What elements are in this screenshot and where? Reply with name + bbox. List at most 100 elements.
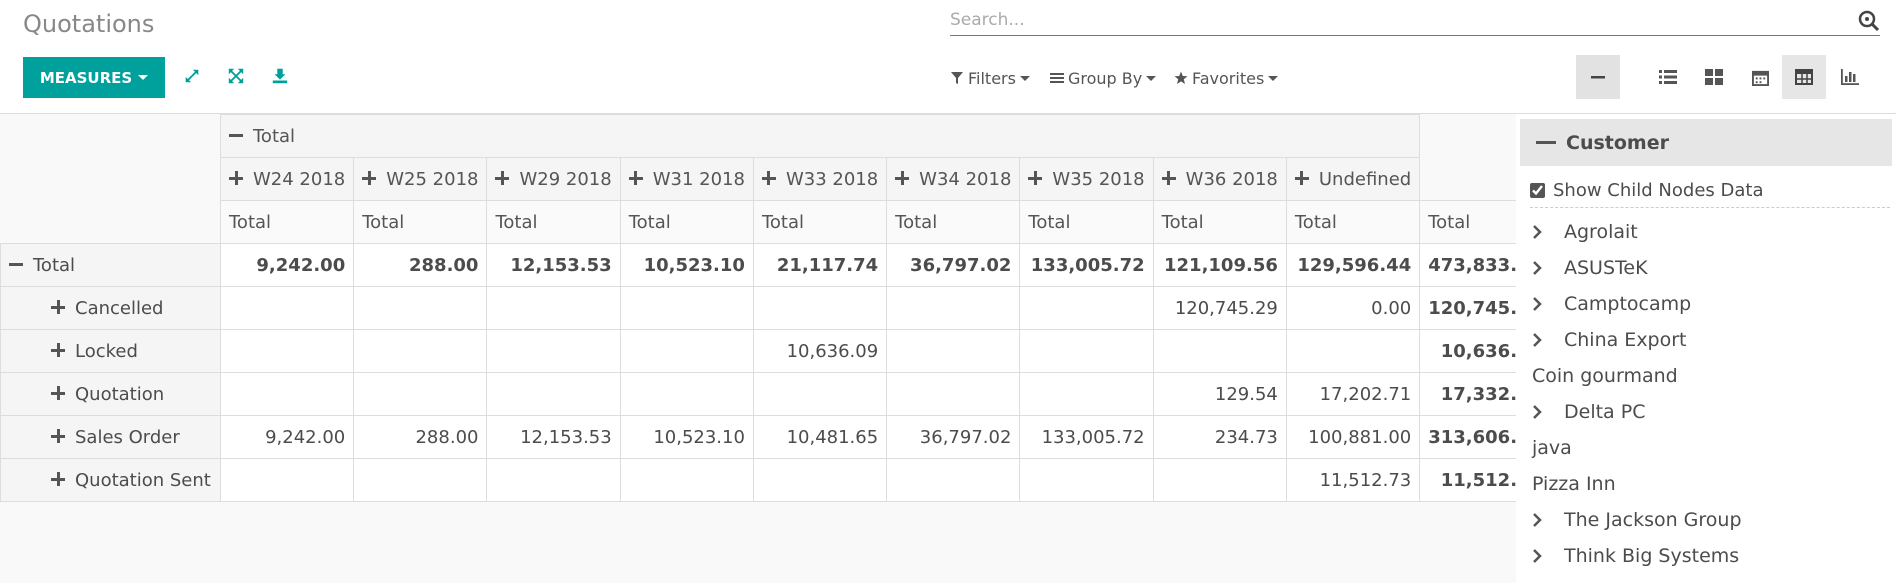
cell-value[interactable] (619, 458, 754, 502)
measures-button[interactable]: MEASURES (23, 57, 165, 98)
col-header-week[interactable]: W35 2018 (1019, 157, 1154, 201)
row-header[interactable]: Sales Order (0, 415, 221, 459)
kanban-view-button[interactable] (1692, 55, 1736, 99)
cell-value[interactable] (1019, 286, 1154, 330)
cell-value[interactable] (353, 286, 488, 330)
cell-value[interactable] (219, 329, 355, 373)
cell-value[interactable]: 133,005.72 (1019, 415, 1154, 459)
favorites-dropdown[interactable]: Favorites (1174, 66, 1279, 90)
cell-value[interactable] (619, 286, 754, 330)
measure-header[interactable]: Total (886, 200, 1021, 244)
cell-value[interactable] (486, 372, 621, 416)
cell-value[interactable] (353, 372, 488, 416)
row-header[interactable]: Cancelled (0, 286, 221, 330)
show-child-nodes-checkbox[interactable] (1530, 183, 1545, 198)
cell-value[interactable]: 129.54 (1152, 372, 1287, 416)
col-header-week[interactable]: W34 2018 (886, 157, 1021, 201)
cell-value[interactable]: 100,881.00 (1285, 415, 1421, 459)
expand-all-icon[interactable] (224, 64, 248, 88)
customer-item[interactable]: java (1532, 430, 1742, 466)
flip-axis-icon[interactable] (180, 64, 204, 88)
customer-item[interactable]: Agrolait (1532, 214, 1742, 250)
chevron-right-icon[interactable] (1532, 294, 1564, 314)
sidebar-header[interactable]: Customer (1520, 119, 1892, 166)
cell-value[interactable]: 10,636.09 (752, 329, 888, 373)
cell-value[interactable]: 0.00 (1285, 286, 1421, 330)
measure-header[interactable]: Total (752, 200, 888, 244)
measure-header[interactable]: Total (219, 200, 355, 244)
cell-value[interactable]: 12,153.53 (486, 415, 621, 459)
cell-value[interactable]: 11,512.73 (1285, 458, 1421, 502)
row-header[interactable]: Quotation Sent (0, 458, 221, 502)
cell-value[interactable] (219, 286, 355, 330)
measure-header[interactable]: Total (1152, 200, 1287, 244)
cell-value[interactable] (619, 372, 754, 416)
cell-value[interactable] (1285, 329, 1421, 373)
col-header-week[interactable]: W25 2018 (353, 157, 488, 201)
cell-value[interactable] (486, 286, 621, 330)
customer-item[interactable]: Think Big Systems (1532, 538, 1742, 574)
cell-value[interactable] (886, 372, 1021, 416)
cell-value[interactable] (752, 286, 888, 330)
customer-item[interactable]: China Export (1532, 322, 1742, 358)
cell-value[interactable] (752, 458, 888, 502)
cell-value[interactable] (486, 458, 621, 502)
customer-item[interactable]: Delta PC (1532, 394, 1742, 430)
search-icon[interactable] (1858, 10, 1880, 32)
graph-view-button[interactable] (1828, 55, 1872, 99)
collapse-sidebar-button[interactable] (1576, 55, 1620, 99)
cell-value[interactable] (1019, 329, 1154, 373)
row-header[interactable]: Locked (0, 329, 221, 373)
cell-value[interactable]: 10,523.10 (619, 415, 754, 459)
cell-value[interactable]: 133,005.72 (1019, 243, 1154, 287)
col-header-week[interactable]: W36 2018 (1152, 157, 1287, 201)
calendar-view-button[interactable] (1738, 55, 1782, 99)
cell-value[interactable]: 36,797.02 (886, 415, 1021, 459)
cell-value[interactable]: 10,481.65 (752, 415, 888, 459)
row-header[interactable]: Quotation (0, 372, 221, 416)
cell-value[interactable] (886, 286, 1021, 330)
customer-item[interactable]: The Jackson Group (1532, 502, 1742, 538)
measure-header[interactable]: Total (619, 200, 754, 244)
pivot-view-button[interactable] (1782, 55, 1826, 99)
cell-value[interactable]: 129,596.44 (1285, 243, 1421, 287)
customer-item[interactable]: Coin gourmand (1532, 358, 1742, 394)
measure-header[interactable]: Total (353, 200, 488, 244)
chevron-right-icon[interactable] (1532, 510, 1564, 530)
col-header-week[interactable]: W33 2018 (752, 157, 888, 201)
cell-value[interactable]: 36,797.02 (886, 243, 1021, 287)
cell-value[interactable]: 17,202.71 (1285, 372, 1421, 416)
cell-value[interactable]: 21,117.74 (752, 243, 888, 287)
cell-value[interactable]: 121,109.56 (1152, 243, 1287, 287)
cell-value[interactable]: 10,523.10 (619, 243, 754, 287)
row-header-total[interactable]: Total (0, 243, 221, 287)
chevron-right-icon[interactable] (1532, 402, 1564, 422)
cell-value[interactable] (1019, 372, 1154, 416)
cell-value[interactable] (1152, 458, 1287, 502)
search-input[interactable] (950, 8, 1830, 32)
download-icon[interactable] (268, 64, 292, 88)
cell-value[interactable]: 12,153.53 (486, 243, 621, 287)
measure-header[interactable]: Total (486, 200, 621, 244)
cell-value[interactable] (1152, 329, 1287, 373)
customer-item[interactable]: ASUSTeK (1532, 250, 1742, 286)
cell-value[interactable] (619, 329, 754, 373)
groupby-dropdown[interactable]: Group By (1050, 66, 1157, 90)
chevron-right-icon[interactable] (1532, 222, 1564, 242)
show-child-nodes[interactable]: Show Child Nodes Data (1530, 174, 1890, 208)
chevron-right-icon[interactable] (1532, 546, 1564, 566)
cell-value[interactable]: 234.73 (1152, 415, 1287, 459)
customer-item[interactable]: Pizza Inn (1532, 466, 1742, 502)
cell-value[interactable] (486, 329, 621, 373)
cell-value[interactable]: 9,242.00 (219, 243, 355, 287)
col-header-week[interactable]: W31 2018 (619, 157, 754, 201)
col-header-total[interactable]: Total (219, 114, 1421, 158)
col-header-week[interactable]: W29 2018 (486, 157, 621, 201)
col-header-week[interactable]: W24 2018 (219, 157, 355, 201)
cell-value[interactable]: 288.00 (353, 415, 488, 459)
col-header-week[interactable]: Undefined (1285, 157, 1421, 201)
cell-value[interactable] (219, 458, 355, 502)
cell-value[interactable]: 288.00 (353, 243, 488, 287)
cell-value[interactable] (886, 329, 1021, 373)
measure-header[interactable]: Total (1019, 200, 1154, 244)
